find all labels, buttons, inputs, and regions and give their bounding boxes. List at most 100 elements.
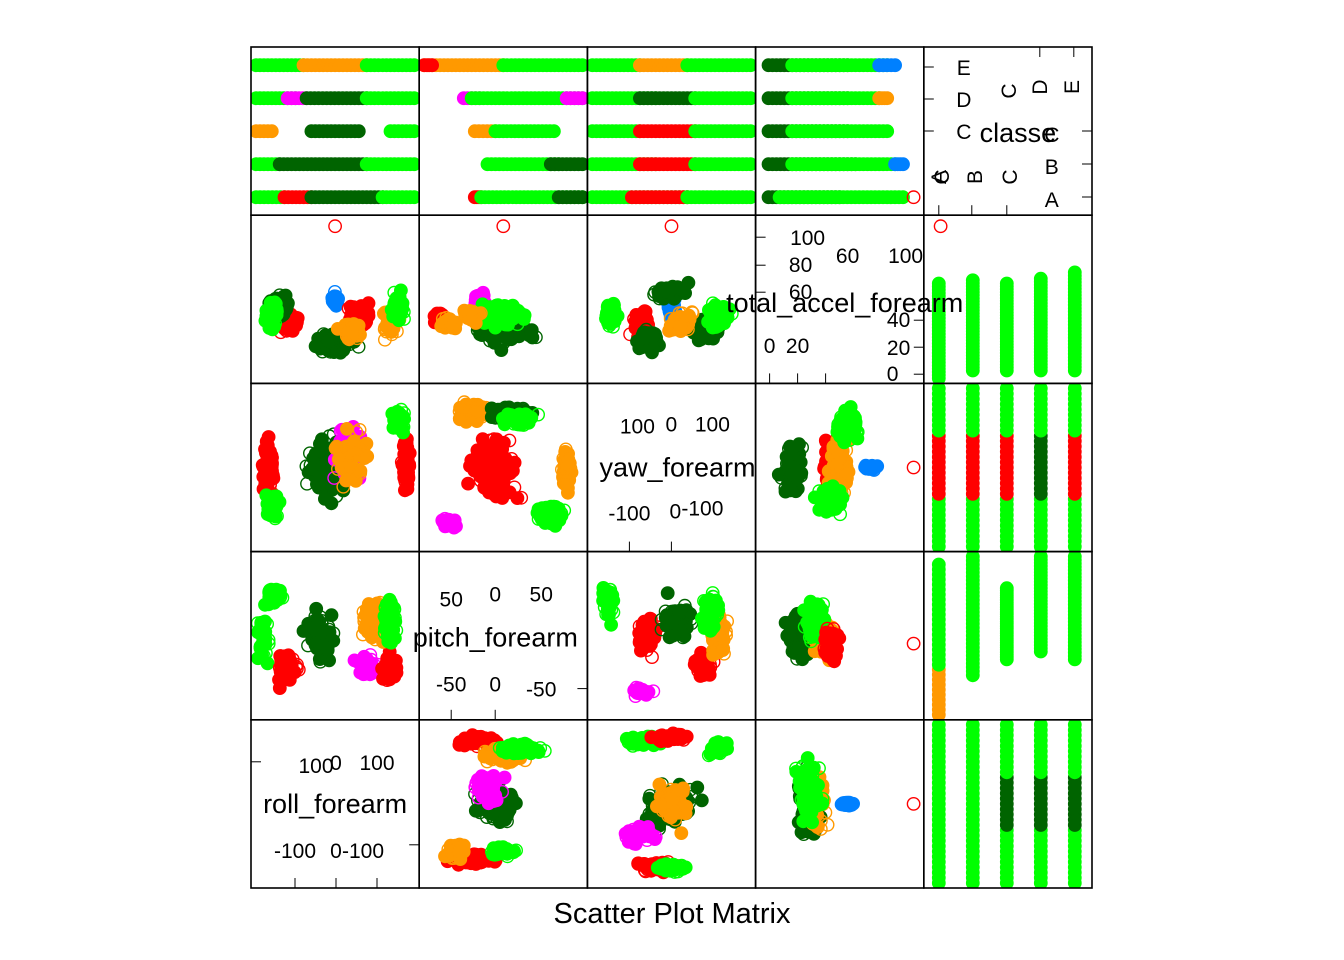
data-point bbox=[575, 190, 588, 205]
data-point bbox=[264, 124, 279, 139]
data-point bbox=[407, 58, 420, 73]
data-point bbox=[505, 310, 519, 325]
data-point bbox=[861, 459, 875, 474]
panel-classe-vs-roll_forearm bbox=[251, 58, 420, 205]
data-point bbox=[829, 630, 843, 645]
panel-pitch_forearm-vs-yaw_forearm bbox=[596, 581, 734, 703]
data-point bbox=[275, 671, 290, 685]
data-point bbox=[261, 446, 276, 461]
data-point bbox=[444, 845, 459, 859]
data-point bbox=[486, 769, 501, 783]
data-point bbox=[482, 794, 496, 809]
data-point bbox=[706, 648, 720, 662]
data-point bbox=[464, 453, 479, 468]
data-point bbox=[802, 600, 817, 615]
panel-pitch_forearm-vs-total_accel_forearm bbox=[778, 594, 847, 669]
data-point bbox=[637, 328, 652, 343]
data-point bbox=[347, 434, 361, 449]
data-point bbox=[637, 614, 652, 629]
data-point bbox=[407, 190, 420, 205]
data-point bbox=[471, 732, 486, 747]
data-point bbox=[407, 157, 420, 172]
data-point bbox=[785, 441, 799, 456]
data-point bbox=[380, 652, 395, 666]
data-point bbox=[313, 654, 328, 669]
data-point bbox=[477, 749, 492, 764]
data-point bbox=[514, 490, 529, 505]
data-point bbox=[646, 630, 661, 645]
data-point bbox=[575, 91, 588, 106]
data-point bbox=[407, 91, 420, 106]
data-point bbox=[329, 293, 344, 308]
panel-total_accel_forearm-vs-roll_forearm bbox=[258, 283, 411, 360]
data-point bbox=[502, 485, 517, 500]
data-point bbox=[322, 334, 337, 349]
panel-yaw_forearm-vs-total_accel_forearm bbox=[771, 400, 885, 522]
data-point bbox=[461, 476, 475, 491]
data-point bbox=[896, 190, 910, 205]
data-point bbox=[342, 459, 357, 474]
data-point bbox=[743, 157, 756, 172]
outlier-point bbox=[933, 219, 948, 234]
data-point bbox=[436, 515, 451, 530]
outlier-point bbox=[496, 219, 511, 234]
data-point bbox=[672, 604, 687, 618]
data-point bbox=[385, 627, 400, 642]
data-point bbox=[512, 415, 526, 430]
data-point bbox=[601, 584, 615, 599]
data-point bbox=[558, 477, 573, 492]
data-point bbox=[830, 496, 844, 511]
data-point bbox=[407, 124, 420, 139]
data-point bbox=[267, 303, 282, 317]
data-point bbox=[468, 404, 483, 419]
panel-pitch_forearm-vs-roll_forearm bbox=[251, 582, 404, 695]
data-point bbox=[691, 664, 706, 678]
data-point bbox=[703, 623, 718, 638]
points-layer bbox=[251, 58, 1082, 888]
data-point bbox=[320, 641, 335, 656]
data-point bbox=[360, 662, 375, 676]
data-point bbox=[264, 501, 279, 516]
data-point bbox=[896, 157, 910, 172]
data-point bbox=[826, 632, 841, 647]
data-point bbox=[388, 304, 402, 319]
data-point bbox=[473, 854, 488, 869]
data-point bbox=[807, 490, 822, 505]
data-point bbox=[783, 483, 798, 498]
data-point bbox=[491, 471, 506, 486]
data-point bbox=[364, 612, 379, 627]
data-point bbox=[452, 735, 467, 750]
data-point bbox=[489, 432, 504, 447]
panel-classe-vs-yaw_forearm bbox=[587, 58, 756, 205]
data-point bbox=[549, 513, 564, 528]
data-point bbox=[827, 654, 842, 669]
data-point bbox=[743, 91, 756, 106]
data-point bbox=[400, 461, 415, 476]
outlier-point bbox=[328, 219, 342, 234]
data-point bbox=[888, 58, 902, 73]
data-point bbox=[771, 467, 786, 482]
data-point bbox=[468, 780, 483, 795]
data-point bbox=[353, 466, 368, 481]
data-point bbox=[499, 745, 514, 760]
data-point bbox=[252, 623, 267, 637]
data-point bbox=[383, 612, 398, 626]
outlier-point bbox=[664, 219, 679, 234]
data-point bbox=[662, 630, 677, 645]
data-point bbox=[256, 469, 271, 484]
panel-yaw_forearm-vs-roll_forearm bbox=[255, 402, 417, 526]
data-point bbox=[660, 586, 675, 600]
data-point bbox=[435, 316, 450, 331]
data-point bbox=[575, 157, 588, 172]
outlier-point bbox=[906, 190, 921, 205]
data-point bbox=[700, 609, 714, 624]
data-point bbox=[675, 285, 690, 300]
data-point bbox=[425, 58, 439, 73]
data-point bbox=[743, 58, 756, 73]
data-point bbox=[260, 656, 275, 671]
data-point bbox=[632, 341, 647, 356]
data-point bbox=[383, 596, 398, 611]
panel-classe-vs-pitch_forearm bbox=[419, 58, 588, 205]
data-point bbox=[360, 449, 375, 464]
data-point bbox=[312, 436, 327, 451]
